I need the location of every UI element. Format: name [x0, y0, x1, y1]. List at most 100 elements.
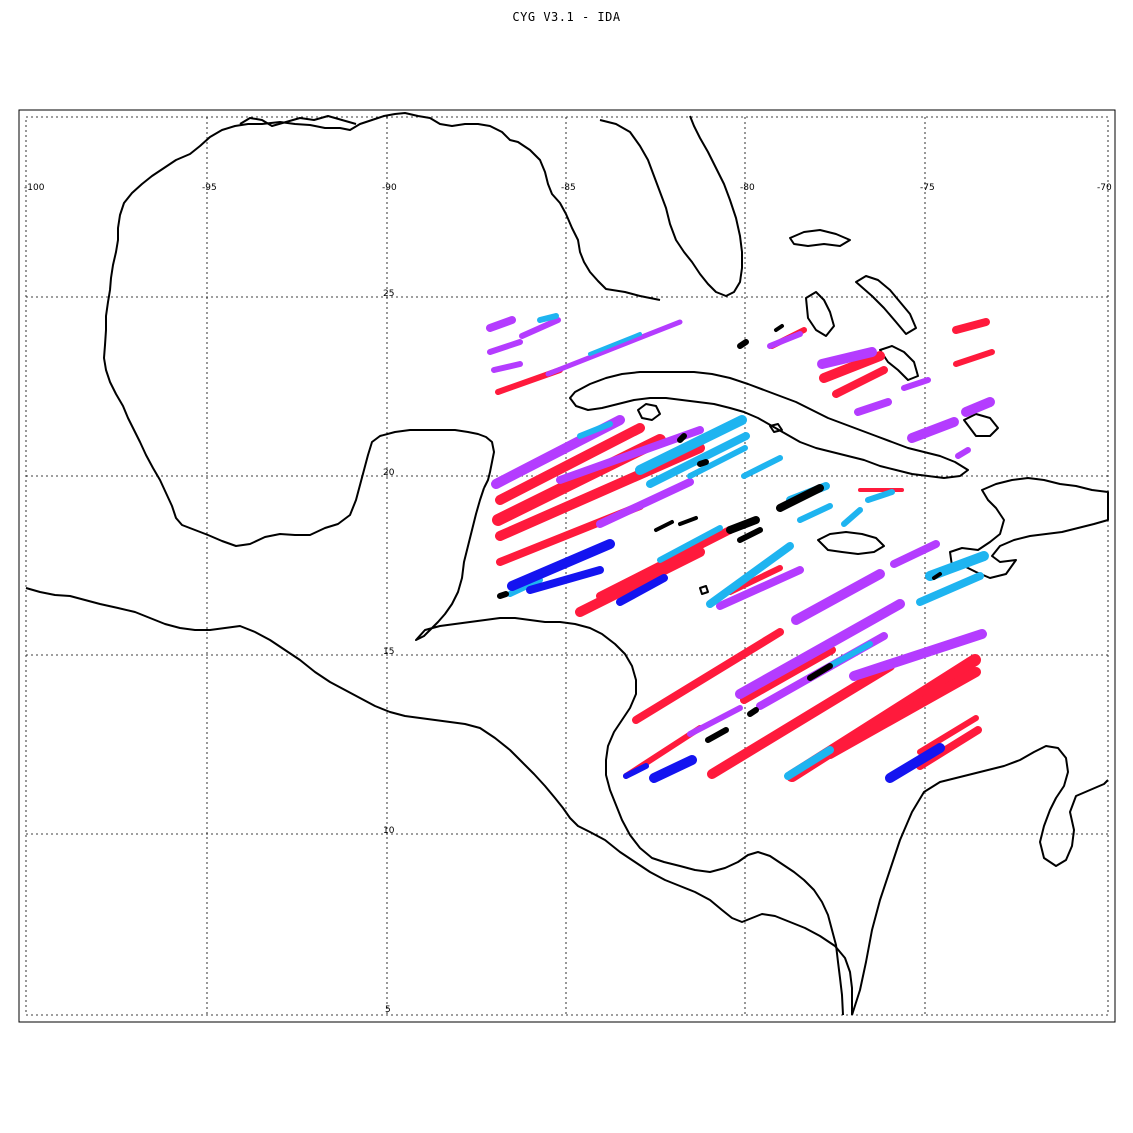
lon-tick-label: -75: [920, 183, 935, 193]
lat-tick-label: 20: [383, 468, 395, 478]
coastline-cuba: [569, 371, 969, 479]
track-segment: [776, 484, 824, 512]
coastline-pacific: [25, 587, 853, 1015]
coastline-gulf-of-mexico: [103, 112, 661, 547]
coastline-hispaniola: [949, 477, 1109, 579]
track-segment: [807, 663, 833, 681]
track-segment: [774, 324, 784, 332]
lat-tick-label: 15: [383, 647, 394, 657]
track-segment: [507, 539, 615, 591]
track-segment: [519, 317, 561, 339]
track-segment: [577, 421, 613, 439]
map-inner-frame: [25, 116, 1109, 1016]
track-segment: [556, 426, 704, 484]
track-segment: [497, 591, 509, 599]
lon-tick-label: -85: [561, 183, 576, 193]
lon-tick-label: -95: [202, 183, 217, 193]
track-segment: [907, 417, 959, 443]
track-segment: [596, 526, 734, 600]
lon-tick-label: -100: [24, 183, 45, 193]
track-segment: [797, 503, 833, 523]
track-segment: [726, 516, 760, 534]
coastline-yucatan-belize: [415, 487, 844, 1016]
track-segment: [707, 661, 895, 779]
track-segment: [819, 351, 885, 383]
track-segment: [654, 520, 674, 532]
lon-tick-label: -80: [740, 183, 755, 193]
lon-tick-label: -70: [1097, 183, 1112, 193]
track-segment: [486, 316, 516, 332]
track-segment: [649, 755, 697, 783]
track-segment: [495, 423, 645, 505]
track-segment: [646, 432, 750, 488]
lat-tick-label: 5: [385, 1005, 391, 1015]
coastline-bahamas-grand: [789, 229, 851, 247]
track-segment: [841, 507, 863, 527]
track-segment: [955, 447, 971, 459]
track-segment: [657, 525, 723, 563]
track-segment: [716, 566, 804, 610]
track-segment: [596, 478, 694, 528]
track-segment: [507, 577, 543, 597]
track-segment: [952, 318, 990, 334]
coastline-isla-de-la-juventud: [637, 403, 661, 421]
track-segment: [632, 628, 784, 724]
track-segment: [916, 572, 984, 606]
track-segment: [741, 455, 783, 479]
lon-tick-labels: -100 -95 -90 -85 -80 -75 -70: [24, 183, 1112, 193]
track-segment: [917, 715, 979, 755]
lon-tick-label: -90: [382, 183, 397, 193]
series-blue-tracks: [507, 539, 945, 783]
track-segment: [854, 398, 892, 416]
observation-tracks: [486, 313, 995, 783]
track-segment: [623, 763, 649, 779]
coastline-bahamas-exumas: [879, 345, 919, 381]
track-segment: [832, 366, 888, 398]
lat-tick-label: 10: [383, 826, 395, 836]
track-segment: [687, 705, 743, 737]
track-segment: [817, 347, 877, 369]
track-segment: [953, 349, 995, 367]
track-segment: [827, 641, 873, 669]
track-segment: [885, 743, 945, 783]
track-segment: [825, 667, 981, 759]
track-segment: [740, 646, 836, 704]
coastline-swan-islands: [699, 585, 709, 595]
track-segment: [932, 572, 942, 580]
track-segment: [588, 332, 642, 356]
track-segment: [865, 489, 895, 503]
track-segment: [705, 727, 729, 743]
coastline-louisiana: [239, 115, 357, 127]
track-segment: [767, 331, 803, 349]
coastline-bahamas-inagua: [963, 413, 999, 437]
track-segment: [706, 542, 794, 608]
track-segment: [961, 397, 995, 417]
track-segment: [635, 415, 747, 475]
track-segment: [687, 445, 748, 479]
track-segment: [537, 313, 559, 323]
coastline-south-america: [851, 745, 1109, 1016]
track-segment: [901, 377, 931, 391]
track-segment: [526, 566, 604, 594]
track-segment: [890, 540, 940, 568]
track-segment: [575, 547, 705, 617]
series-black-tracks: [497, 324, 942, 743]
coastlines: [25, 112, 1109, 1016]
track-segment: [737, 527, 763, 543]
lat-tick-labels: 25 20 15 10 5: [383, 289, 395, 1015]
coastline-florida: [599, 115, 743, 297]
track-segment: [697, 459, 709, 467]
track-segment: [849, 629, 987, 681]
map-frame: [18, 109, 1116, 1023]
coastline-jamaica: [817, 531, 885, 555]
track-segment: [737, 339, 749, 349]
track-segment: [491, 361, 523, 373]
track-segment: [616, 574, 668, 606]
coastline-cayman: [769, 423, 783, 433]
track-segment: [678, 516, 698, 526]
track-segment: [735, 599, 905, 699]
track-segment: [487, 339, 523, 355]
track-segment: [747, 707, 759, 717]
track-segment: [784, 746, 834, 780]
